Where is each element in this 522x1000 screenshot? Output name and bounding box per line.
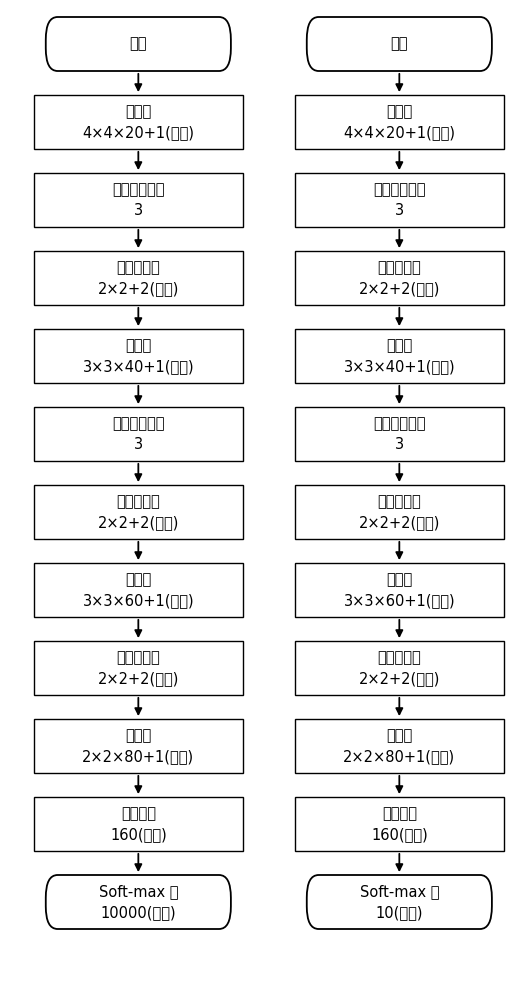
Bar [34,329,243,383]
Text: 最大池化层
2×2+2(步长): 最大池化层 2×2+2(步长) [98,260,179,296]
Text: Soft-max 层
10(单元): Soft-max 层 10(单元) [360,884,439,920]
Text: 卷积层
3×3×60+1(步长): 卷积层 3×3×60+1(步长) [343,572,455,608]
Bar [295,329,504,383]
Bar [34,719,243,773]
Text: 局部归一化层
3: 局部归一化层 3 [112,182,164,218]
Bar [34,407,243,461]
FancyBboxPatch shape [307,875,492,929]
Bar [295,95,504,149]
Bar [295,485,504,539]
FancyBboxPatch shape [307,17,492,71]
Bar [34,95,243,149]
Bar [34,641,243,695]
Text: 卷积层
2×2×80+1(步长): 卷积层 2×2×80+1(步长) [82,728,194,764]
Bar [34,173,243,227]
Text: 局部归一化层
3: 局部归一化层 3 [373,416,425,452]
Text: 全连接层
160(单元): 全连接层 160(单元) [110,806,167,842]
Text: 卷积层
3×3×60+1(步长): 卷积层 3×3×60+1(步长) [82,572,194,608]
Bar [34,485,243,539]
Bar [295,407,504,461]
Bar [295,173,504,227]
FancyBboxPatch shape [46,875,231,929]
Text: 输入: 输入 [390,36,408,51]
FancyBboxPatch shape [46,17,231,71]
Bar [34,563,243,617]
Bar [34,251,243,305]
Bar [295,563,504,617]
Text: 最大池化层
2×2+2(步长): 最大池化层 2×2+2(步长) [359,494,440,530]
Text: 卷积层
3×3×40+1(步长): 卷积层 3×3×40+1(步长) [343,338,455,374]
Text: 最大池化层
2×2+2(步长): 最大池化层 2×2+2(步长) [359,650,440,686]
Text: 最大池化层
2×2+2(步长): 最大池化层 2×2+2(步长) [98,494,179,530]
Text: 卷积层
4×4×20+1(步长): 卷积层 4×4×20+1(步长) [82,104,194,140]
Text: 输入: 输入 [129,36,147,51]
Bar [295,251,504,305]
Text: 卷积层
3×3×40+1(步长): 卷积层 3×3×40+1(步长) [82,338,194,374]
Bar [34,797,243,851]
Text: Soft-max 层
10000(单元): Soft-max 层 10000(单元) [99,884,178,920]
Bar [295,641,504,695]
Text: 卷积层
2×2×80+1(步长): 卷积层 2×2×80+1(步长) [343,728,455,764]
Text: 局部归一化层
3: 局部归一化层 3 [373,182,425,218]
Bar [295,797,504,851]
Text: 最大池化层
2×2+2(步长): 最大池化层 2×2+2(步长) [98,650,179,686]
Text: 最大池化层
2×2+2(步长): 最大池化层 2×2+2(步长) [359,260,440,296]
Text: 全连接层
160(单元): 全连接层 160(单元) [371,806,428,842]
Text: 卷积层
4×4×20+1(步长): 卷积层 4×4×20+1(步长) [343,104,455,140]
Text: 局部归一化层
3: 局部归一化层 3 [112,416,164,452]
Bar [295,719,504,773]
